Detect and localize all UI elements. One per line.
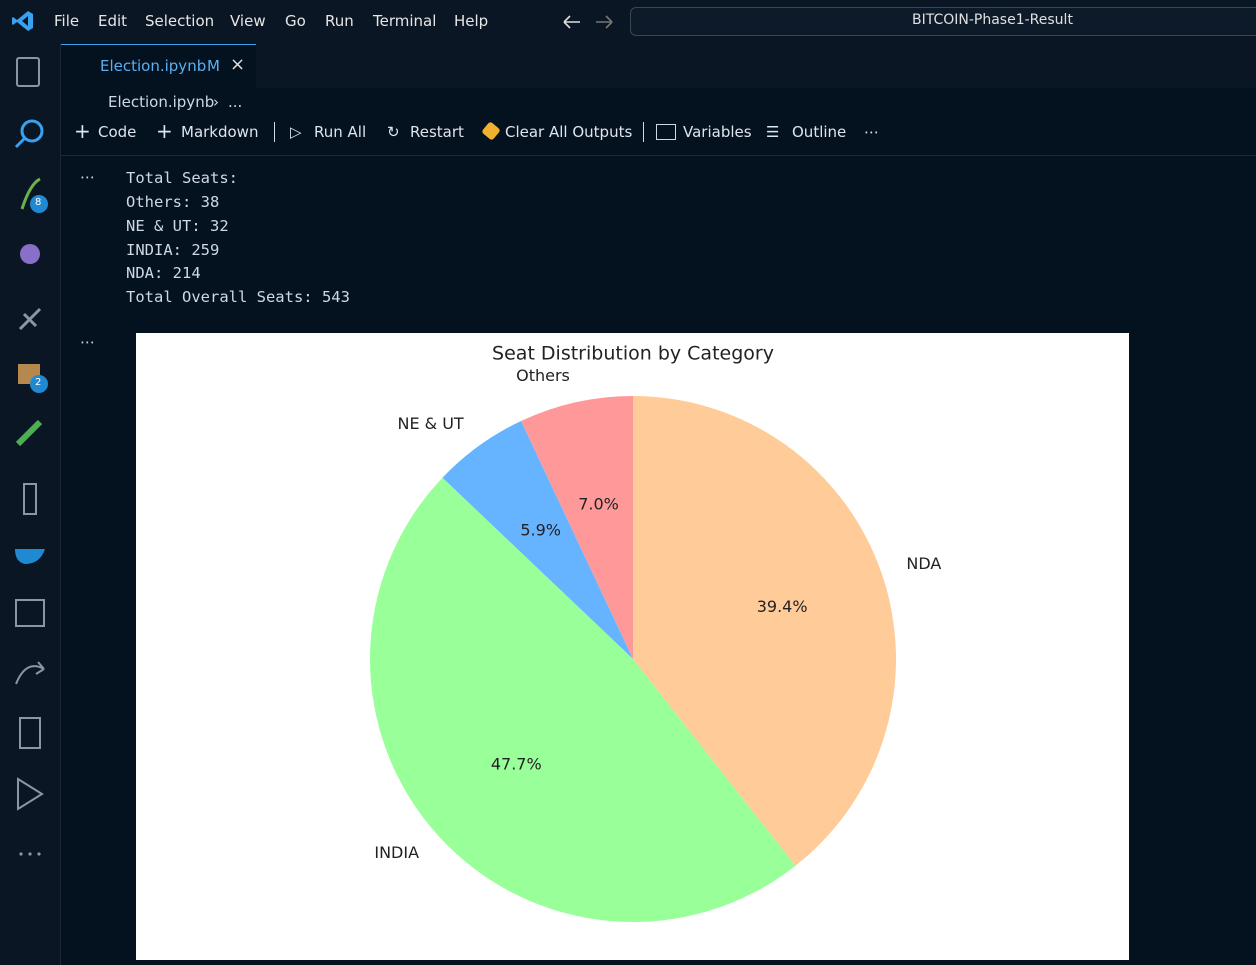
percent-label: 7.0% [578,495,619,514]
pie-chart: Seat Distribution by Category Others 7.0%… [136,333,1129,960]
pie-slice [442,421,633,659]
slice-label: Others [516,366,570,385]
menu-item[interactable]: Edit [98,12,128,30]
output-line: NE & UT: 32 [126,217,229,235]
slice-label: INDIA [374,843,419,862]
menu-item[interactable]: Go [285,12,306,30]
nav-arrows[interactable] [560,12,620,32]
app-logo [12,11,33,31]
toolbar-border [61,155,1256,156]
badge: 2 [35,377,42,388]
toolbar-button[interactable]: Outline [792,123,847,141]
toolbar-button[interactable]: Code [98,123,137,141]
menu-item[interactable]: Run [325,12,354,30]
tab[interactable] [61,44,256,89]
menu-item[interactable]: Terminal [373,12,437,30]
tab-title[interactable]: Election.ipynb [100,57,207,75]
output-line: INDIA: 259 [126,241,220,259]
toolbar-button[interactable]: Restart [410,123,464,141]
output-line: Total Seats: [126,169,238,187]
percent-label: 47.7% [491,755,542,774]
menu-item[interactable]: Selection [145,12,215,30]
output-marker[interactable]: ⋯ [80,168,95,186]
icon: + [156,119,173,143]
more-icon[interactable]: ⋯ [864,123,879,141]
icon: ▷ [290,123,302,141]
tab-status: M [207,57,220,75]
output-line: Others: 38 [126,193,220,211]
menu-item[interactable]: File [54,12,80,30]
toolbar-button[interactable]: Clear All Outputs [505,123,633,141]
toolbar-button[interactable]: Variables [683,123,752,141]
slice-label: NDA [906,554,941,573]
output-line: Total Overall Seats: 543 [126,288,350,306]
icon [656,124,676,140]
pie-slice [633,395,896,866]
separator [643,122,644,142]
toolbar-button[interactable]: Run All [314,123,367,141]
menu-item[interactable]: View [230,12,266,30]
percent-label: 5.9% [520,521,561,540]
breadcrumb-sep: › [213,93,219,111]
pie-slice [521,396,633,659]
separator [274,122,275,142]
pie-slice [369,477,796,923]
tab-close[interactable]: × [230,54,246,75]
icon: ↻ [387,123,400,141]
toolbar-button[interactable]: Markdown [181,123,259,141]
slice-label: NE & UT [397,414,463,433]
activity-icons [14,57,48,856]
chart-title: Seat Distribution by Category [492,343,774,365]
command-center[interactable] [630,7,1256,36]
tab-strip [61,44,1256,88]
breadcrumb-more[interactable]: ... [228,93,243,111]
output-marker[interactable]: ⋯ [80,333,95,351]
activity-bar [0,44,61,965]
search-text[interactable]: BITCOIN-Phase1-Result [912,12,1073,28]
breadcrumb-file[interactable]: Election.ipynb [108,93,215,111]
icon [481,121,501,141]
badge: 8 [35,197,42,208]
icon: ☰ [766,123,780,141]
output-line: NDA: 214 [126,264,201,282]
percent-label: 39.4% [757,597,808,616]
menu-item[interactable]: Help [454,12,489,30]
icon: + [74,119,91,143]
